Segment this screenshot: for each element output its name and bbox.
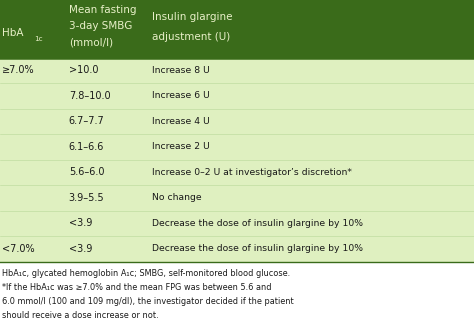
Text: Mean fasting: Mean fasting <box>69 5 136 15</box>
Text: <3.9: <3.9 <box>69 244 92 254</box>
Text: HbA: HbA <box>2 28 24 38</box>
Text: 6.1–6.6: 6.1–6.6 <box>69 142 104 152</box>
Text: adjustment (U): adjustment (U) <box>152 33 230 42</box>
Text: 1c: 1c <box>35 36 43 42</box>
Bar <box>0 262 474 329</box>
Text: 3-day SMBG: 3-day SMBG <box>69 21 132 32</box>
Text: Increase 8 U: Increase 8 U <box>152 66 210 75</box>
Text: <7.0%: <7.0% <box>2 244 35 254</box>
Text: No change: No change <box>152 193 201 202</box>
Text: Decrease the dose of insulin glargine by 10%: Decrease the dose of insulin glargine by… <box>152 244 363 253</box>
Text: Increase 6 U: Increase 6 U <box>152 91 210 100</box>
Text: Insulin glargine: Insulin glargine <box>152 12 232 22</box>
Text: >10.0: >10.0 <box>69 65 98 75</box>
Text: HbA₁c, glycated hemoglobin A₁c; SMBG, self-monitored blood glucose.: HbA₁c, glycated hemoglobin A₁c; SMBG, se… <box>2 269 291 278</box>
Text: Increase 0–2 U at investigator’s discretion*: Increase 0–2 U at investigator’s discret… <box>152 168 352 177</box>
Text: ≥7.0%: ≥7.0% <box>2 65 35 75</box>
Text: 7.8–10.0: 7.8–10.0 <box>69 91 110 101</box>
Text: 6.0 mmol/l (100 and 109 mg/dl), the investigator decided if the patient: 6.0 mmol/l (100 and 109 mg/dl), the inve… <box>2 297 294 306</box>
Text: <3.9: <3.9 <box>69 218 92 228</box>
Text: Decrease the dose of insulin glargine by 10%: Decrease the dose of insulin glargine by… <box>152 219 363 228</box>
Text: 5.6–6.0: 5.6–6.0 <box>69 167 104 177</box>
Text: Increase 2 U: Increase 2 U <box>152 142 210 151</box>
Bar <box>0 0 474 58</box>
Text: *If the HbA₁c was ≥7.0% and the mean FPG was between 5.6 and: *If the HbA₁c was ≥7.0% and the mean FPG… <box>2 283 272 292</box>
Bar <box>0 58 474 262</box>
Text: 6.7–7.7: 6.7–7.7 <box>69 116 104 126</box>
Text: 3.9–5.5: 3.9–5.5 <box>69 193 104 203</box>
Text: (mmol/l): (mmol/l) <box>69 38 113 48</box>
Text: should receive a dose increase or not.: should receive a dose increase or not. <box>2 311 159 320</box>
Text: Increase 4 U: Increase 4 U <box>152 117 210 126</box>
